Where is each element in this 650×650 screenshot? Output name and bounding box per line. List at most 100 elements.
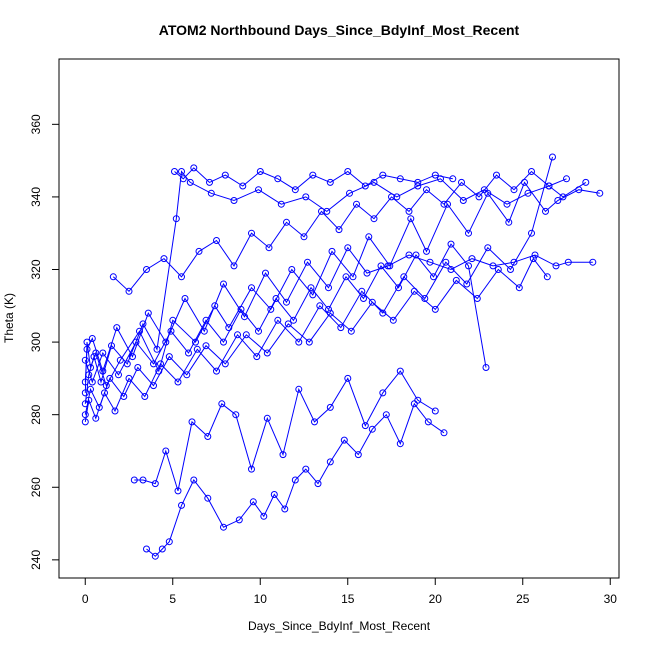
data-point [559,193,567,201]
data-point [596,189,604,197]
data-point [545,182,553,190]
data-point [277,200,285,208]
data-point [318,207,325,215]
series-line [112,170,567,293]
data-point [125,287,133,295]
data-point [295,385,303,393]
data-point [283,298,290,306]
data-point [344,374,352,382]
data-point [220,280,227,288]
data-point [260,512,268,520]
y-tick-label: 240 [29,550,43,570]
y-tick-label: 360 [29,114,43,134]
data-point [309,291,317,299]
data-point [113,324,121,332]
data-point [230,197,238,204]
data-point [283,218,290,226]
data-point [563,175,570,183]
data-point [81,378,89,386]
data-point [218,400,226,408]
data-point [393,193,401,201]
data-point [111,407,119,415]
y-tick-label: 260 [29,477,43,497]
data-point [482,364,490,371]
data-point [90,353,98,361]
x-tick-label: 25 [516,592,530,606]
data-point [202,316,210,324]
data-point [234,331,241,339]
series-line [84,156,553,422]
data-point [344,168,352,175]
data-point [463,280,471,288]
data-point [370,215,378,223]
data-point [325,284,332,292]
data-point [179,175,187,183]
data-point [494,266,502,273]
data-point [447,266,455,273]
data-point [139,476,147,484]
data-point [377,262,385,270]
data-point [465,229,472,237]
data-point [190,164,198,172]
data-point [442,258,450,266]
data-point [440,429,448,437]
data-point [295,338,303,346]
data-point [202,342,210,350]
data-point [136,327,143,335]
data-point [256,168,264,175]
data-point [165,538,173,546]
data-point [365,233,373,241]
data-point [92,414,100,422]
data-point [440,200,448,208]
data-point [162,338,170,346]
data-point [221,360,229,368]
data-point [368,425,376,433]
data-point [101,389,108,397]
data-point [396,440,404,448]
data-point [431,171,439,179]
data-point [423,247,430,255]
data-marks [81,153,604,560]
data-point [346,189,353,197]
data-point [200,327,208,335]
data-point [267,305,275,313]
data-point [291,476,299,484]
data-point [213,367,220,375]
data-point [242,331,250,339]
data-point [447,240,455,248]
data-point [384,262,392,270]
data-point [304,258,311,266]
data-point [288,266,296,273]
data-point [358,287,366,295]
data-point [349,273,357,281]
data-point [431,305,439,313]
data-point [465,262,472,270]
data-point [87,385,94,393]
y-tick-label: 340 [29,187,43,207]
data-point [480,186,488,194]
data-point [125,374,133,382]
data-point [248,229,255,237]
data-point [153,345,161,353]
data-point [160,255,168,263]
data-point [157,360,164,368]
data-point [185,349,192,357]
data-point [109,273,117,281]
data-point [400,273,408,281]
data-point [552,262,560,270]
data-point [165,353,173,361]
data-point [171,168,178,175]
data-point [449,175,457,183]
data-point [337,324,345,332]
x-tick-label: 5 [169,592,176,606]
data-point [431,407,439,415]
data-point [255,327,262,335]
series-line [84,257,548,415]
data-point [235,516,243,524]
data-point [272,295,280,302]
series-line [84,246,593,383]
data-point [316,302,324,310]
data-point [430,273,437,281]
data-point [151,552,159,560]
data-point [99,367,107,375]
